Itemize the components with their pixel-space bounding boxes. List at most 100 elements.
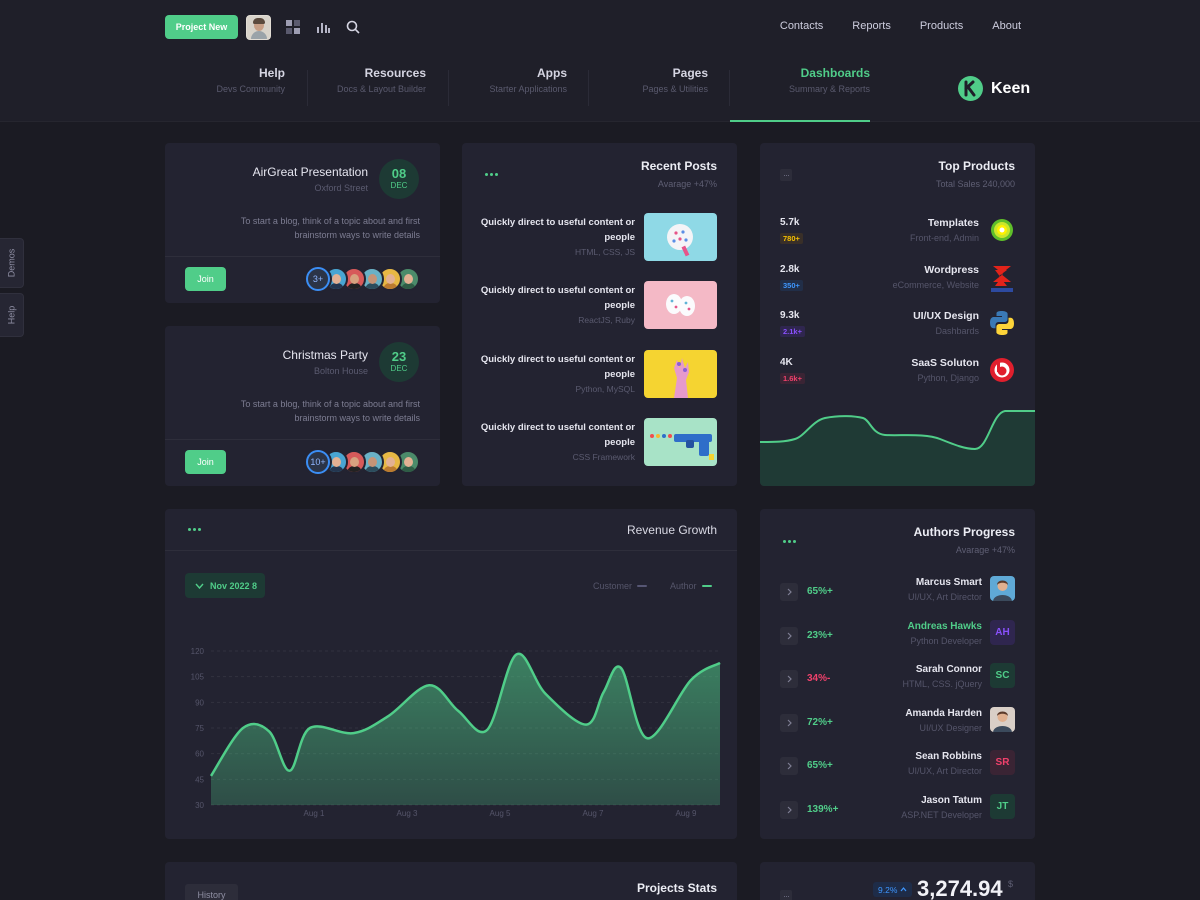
join-button[interactable]: Join	[185, 267, 226, 291]
chevron-right-icon[interactable]	[780, 626, 798, 645]
product-row[interactable]: 5.7k 780+ Templates Front-end, Admin	[760, 214, 1035, 250]
date-picker-button[interactable]: Nov 2022 8	[185, 573, 265, 598]
post-tags: ReactJS, Ruby	[578, 315, 635, 325]
more-dots-icon[interactable]	[485, 173, 498, 176]
author-row[interactable]: 65%+ Marcus Smart UI/UX, Art Director	[760, 574, 1035, 614]
recent-posts-subtitle: Avarage +47%	[657, 179, 717, 189]
side-tab-demos[interactable]: Demos	[0, 238, 24, 288]
product-desc: Python, Django	[917, 373, 979, 383]
divider	[165, 439, 440, 440]
product-row[interactable]: 4K 1.6k+ SaaS Soluton Python, Django	[760, 354, 1035, 390]
authors-subtitle: Avarage +47%	[955, 545, 1015, 555]
x-tick-label: Aug 1	[304, 809, 325, 818]
beats-logo-icon	[989, 357, 1015, 383]
menu-help[interactable]: Help Devs Community	[212, 66, 285, 122]
author-name: Marcus Smart	[915, 577, 982, 588]
join-button[interactable]: Join	[185, 450, 226, 474]
menu-divider	[307, 70, 308, 106]
product-row[interactable]: 2.8k 350+ Wordpress eCommerce, Website	[760, 261, 1035, 297]
y-tick-label: 30	[195, 801, 204, 810]
author-row[interactable]: 65%+ Sean Robbins UI/UX, Art Director SR	[760, 748, 1035, 788]
author-row[interactable]: 23%+ Andreas Hawks Python Developer AH	[760, 618, 1035, 658]
post-item[interactable]: Quickly direct to useful content or peop…	[462, 213, 737, 261]
y-tick-label: 90	[195, 698, 204, 707]
product-row[interactable]: 9.3k 2.1k+ UI/UX Design Dashbards	[760, 307, 1035, 343]
top-products-title: Top Products	[938, 159, 1015, 173]
legend-customer[interactable]: Customer	[593, 581, 648, 591]
author-avatar: AH	[990, 619, 1015, 645]
chevron-right-icon[interactable]	[780, 670, 798, 689]
avatar	[360, 267, 384, 291]
author-progress: 139%+	[807, 804, 839, 815]
menu-resources[interactable]: Resources Docs & Layout Builder	[315, 66, 426, 122]
author-role: Python Developer	[910, 635, 982, 646]
menu-apps-subtitle: Starter Applications	[489, 84, 567, 94]
author-role: HTML, CSS. jQuery	[902, 679, 982, 690]
post-item[interactable]: Quickly direct to useful content or peop…	[462, 418, 737, 466]
stats-icon[interactable]	[315, 19, 331, 35]
brand[interactable]: Keen	[958, 76, 1030, 101]
top-products-subtitle: Total Sales 240,000	[935, 179, 1015, 189]
author-progress: 34%-	[807, 673, 831, 685]
history-button[interactable]: History	[185, 884, 238, 900]
product-badge: 2.1k+	[780, 326, 805, 337]
arrow-up-icon	[900, 887, 907, 892]
growth-badge-value: 9.2%	[878, 884, 898, 895]
author-role: UI/UX, Art Director	[907, 592, 982, 602]
y-tick-label: 60	[195, 750, 204, 759]
post-title: Quickly direct to useful content or peop…	[480, 422, 635, 448]
python-logo-icon	[989, 310, 1015, 336]
nav-contacts[interactable]: Contacts	[779, 20, 824, 32]
menu-dashboards[interactable]: Dashboards Summary & Reports	[730, 66, 870, 122]
more-icon[interactable]	[780, 169, 792, 181]
menu-pages[interactable]: Pages Pages & Utilities	[615, 66, 708, 122]
keen-logo-icon	[958, 76, 983, 101]
post-item[interactable]: Quickly direct to useful content or peop…	[462, 281, 737, 329]
product-name: Wordpress	[924, 264, 979, 276]
post-tags: HTML, CSS, JS	[575, 247, 635, 257]
author-progress: 65%+	[807, 586, 833, 597]
menu-dashboards-title: Dashboards	[800, 66, 870, 80]
menu-divider	[588, 70, 589, 106]
side-tab-help[interactable]: Help	[0, 293, 24, 337]
project-new-button[interactable]: Project New	[165, 15, 238, 39]
legend-customer-label: Customer	[593, 581, 633, 591]
divider	[165, 550, 737, 551]
menu-apps[interactable]: Apps Starter Applications	[460, 66, 567, 122]
legend-author-label: Author	[670, 581, 697, 591]
chevron-right-icon[interactable]	[780, 801, 798, 819]
chevron-right-icon[interactable]	[780, 757, 798, 776]
chevron-right-icon[interactable]	[780, 583, 798, 601]
top-nav: Contacts Reports Products About	[751, 20, 1021, 32]
nav-products[interactable]: Products	[919, 20, 964, 32]
nav-reports[interactable]: Reports	[852, 20, 891, 32]
chevron-right-icon[interactable]	[780, 713, 798, 732]
summary-card: 9.2% 3,274.94 $	[760, 862, 1035, 900]
nav-about[interactable]: About	[992, 20, 1021, 32]
y-tick-label: 45	[195, 775, 204, 784]
menu-pages-title: Pages	[672, 66, 708, 80]
attendee-count: 3+	[306, 267, 330, 291]
author-row[interactable]: 34%- Sarah Connor HTML, CSS. jQuery SC	[760, 661, 1035, 701]
summary-value: 3,274.94	[917, 876, 1003, 900]
event-card: AirGreat Presentation Oxford Street 08 D…	[165, 143, 440, 303]
author-row[interactable]: 139%+ Jason Tatum ASP.NET Developer JT	[760, 792, 1035, 832]
event-title: AirGreat Presentation	[252, 165, 368, 179]
attendee-avatars[interactable]: 10+	[306, 450, 420, 474]
post-item[interactable]: Quickly direct to useful content or peop…	[462, 350, 737, 398]
grid-icon[interactable]	[285, 19, 301, 35]
more-dots-icon[interactable]	[783, 540, 796, 543]
search-icon[interactable]	[345, 19, 361, 35]
event-location: Oxford Street	[314, 183, 368, 193]
more-icon[interactable]	[780, 890, 792, 900]
user-avatar[interactable]	[246, 14, 271, 40]
event-day: 08	[391, 166, 407, 181]
legend-author[interactable]: Author	[670, 581, 712, 591]
attendee-avatars[interactable]: 3+	[306, 267, 420, 291]
side-tab-demos-label: Demos	[6, 248, 17, 278]
more-dots-icon[interactable]	[188, 528, 201, 531]
author-row[interactable]: 72%+ Amanda Harden UI/UX Designer	[760, 705, 1035, 745]
x-tick-label: Aug 5	[490, 809, 511, 818]
menu-resources-subtitle: Docs & Layout Builder	[336, 84, 426, 94]
author-role: ASP.NET Developer	[901, 810, 982, 820]
